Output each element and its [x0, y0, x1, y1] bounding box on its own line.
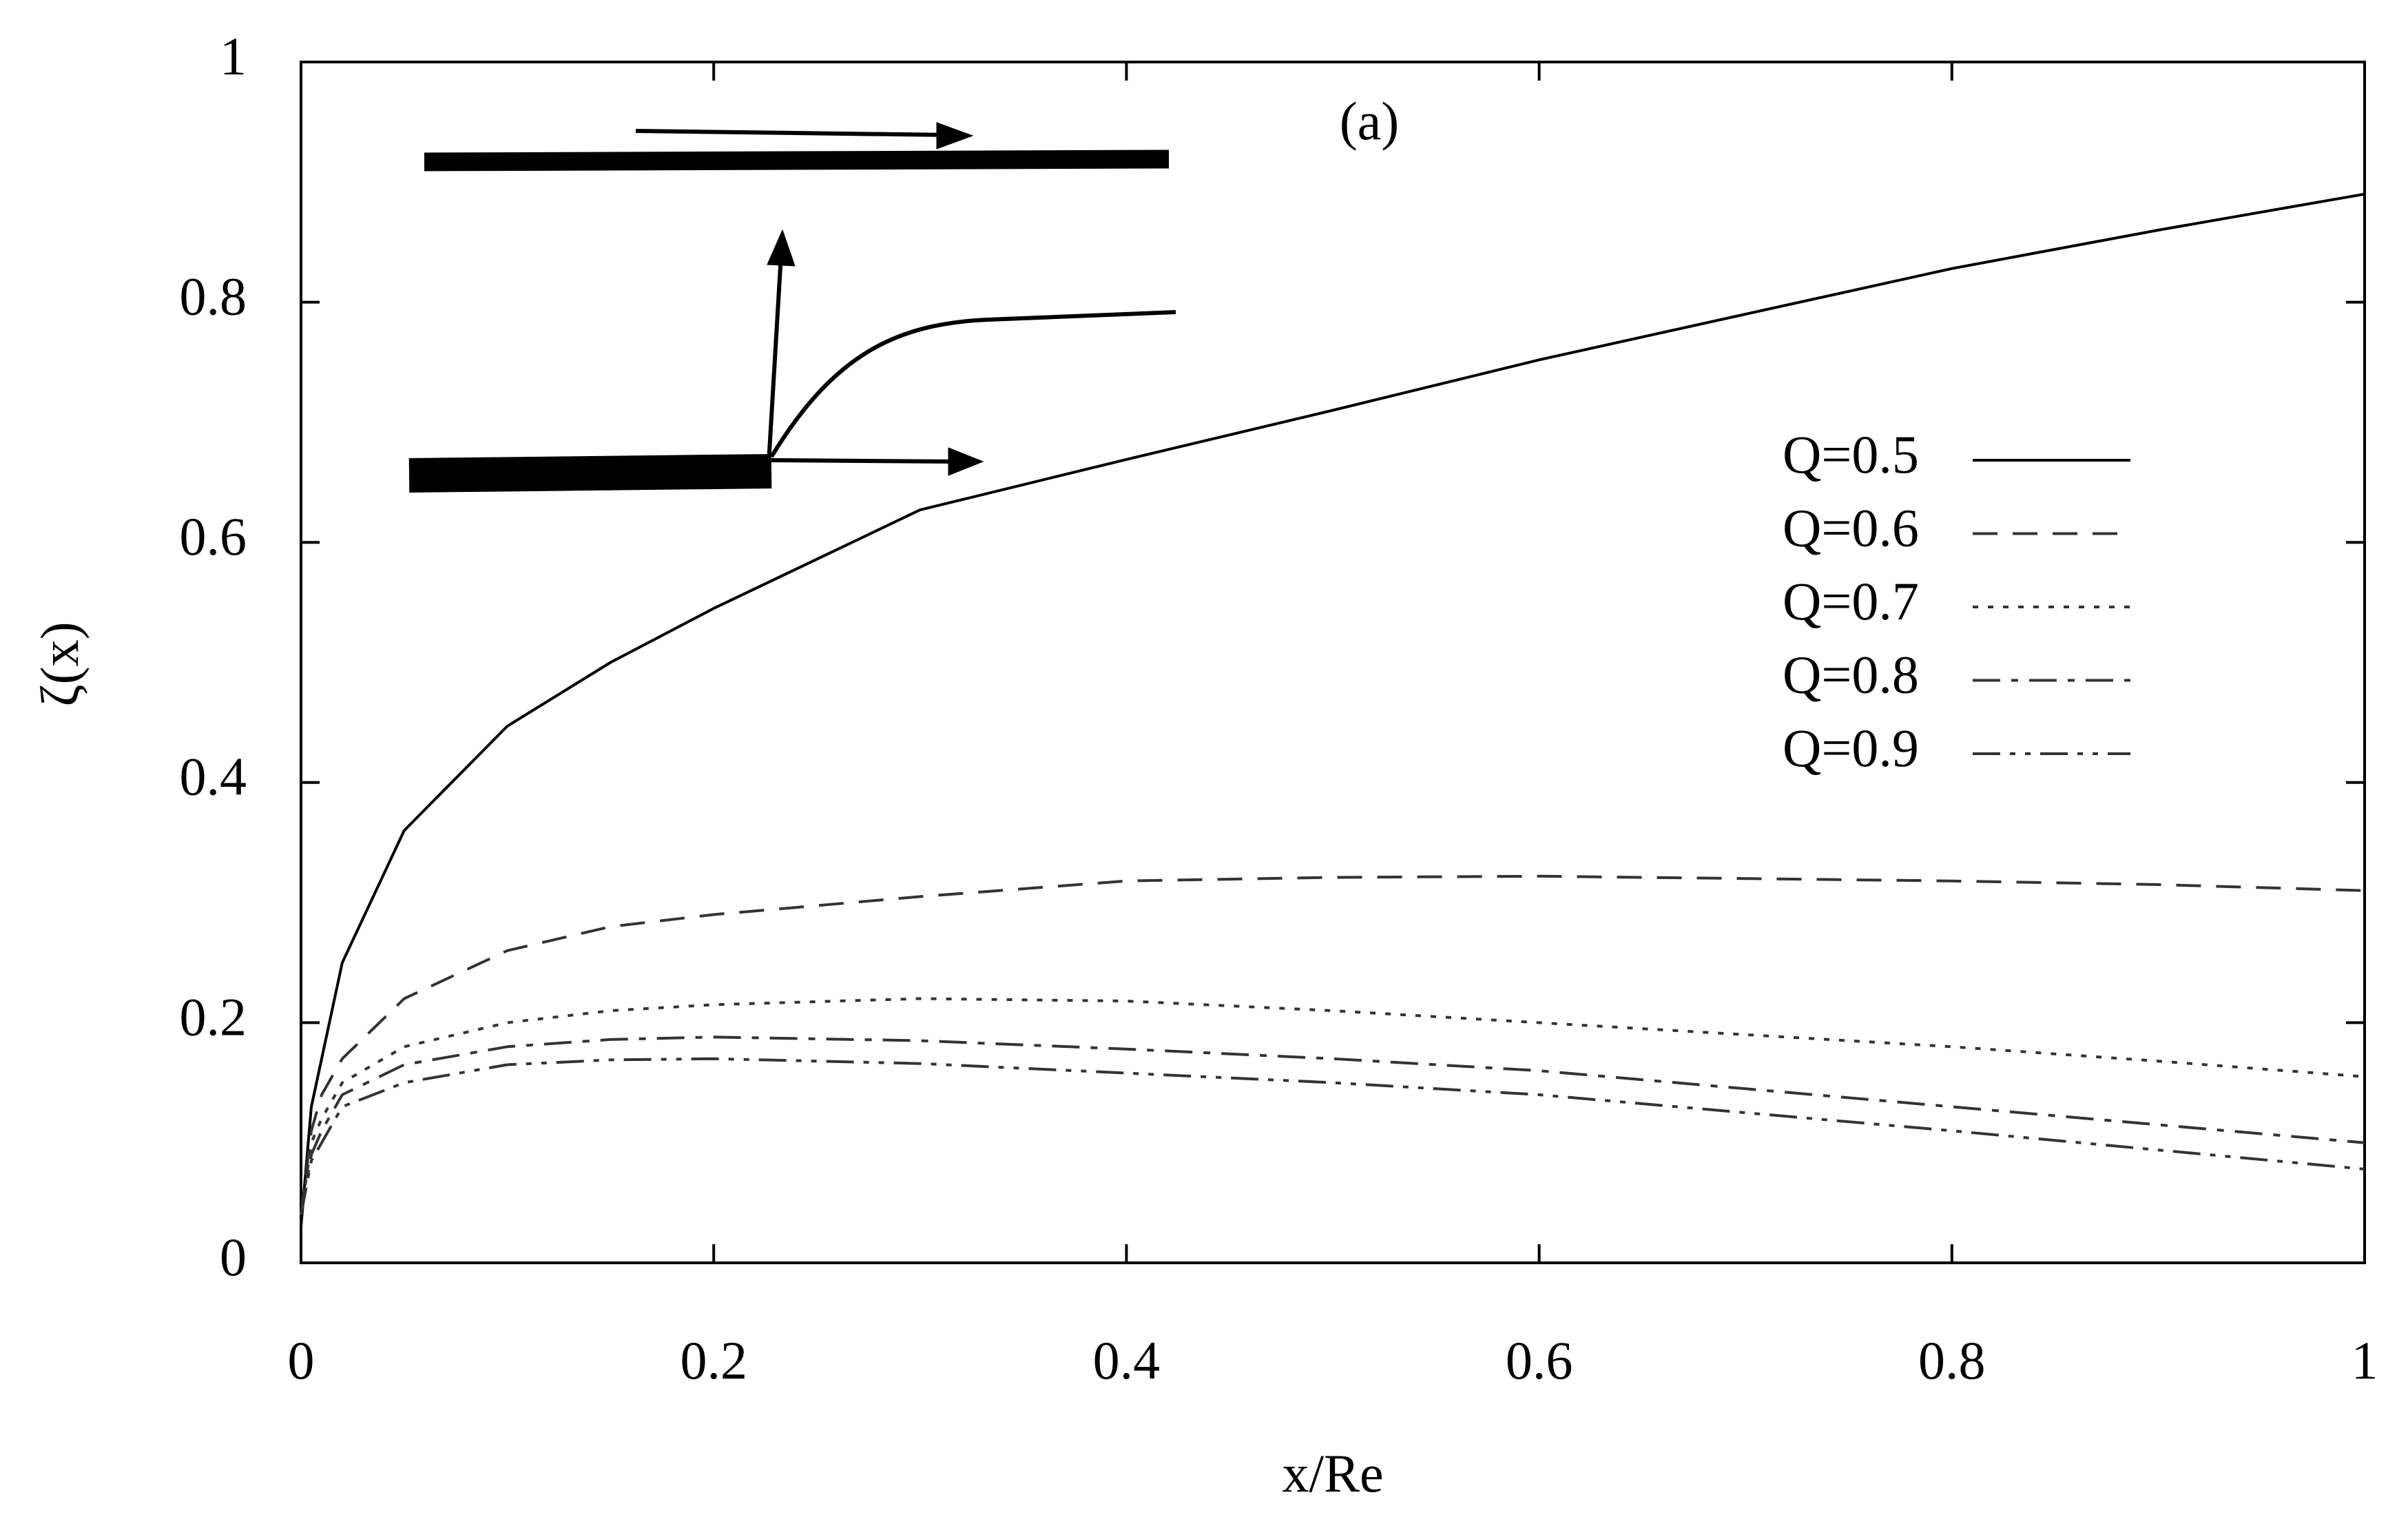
legend-label: Q=0.9 [1783, 718, 1919, 778]
inset-arrowhead [767, 229, 796, 267]
y-axis-label: ζ(x) [30, 621, 90, 706]
series-line [300, 1035, 2365, 1215]
x-tick-label: 1 [2352, 1330, 2378, 1390]
inset-plate-top [424, 150, 1170, 172]
inset-arrow [767, 254, 783, 464]
y-tick-label: 0.2 [180, 987, 247, 1047]
inset-arrowhead [936, 122, 974, 150]
legend-label: Q=0.6 [1783, 497, 1919, 557]
x-axis-label: x/Re [1282, 1443, 1383, 1503]
x-tick-label: 0.8 [1918, 1330, 1986, 1390]
inset-arrow [635, 129, 951, 137]
inset-diagram [408, 122, 1176, 493]
y-tick-label: 0.8 [180, 267, 247, 327]
x-tick-label: 0.4 [1093, 1330, 1161, 1390]
y-tick-label: 0 [220, 1227, 247, 1287]
plot-frame [300, 61, 2366, 1264]
series-line [300, 192, 2365, 1227]
series-line [300, 997, 2365, 1215]
legend-label: Q=0.8 [1783, 644, 1919, 704]
y-tick-label: 0.4 [180, 747, 247, 807]
x-tick-label: 0.6 [1506, 1330, 1573, 1390]
y-tick-label: 1 [220, 26, 247, 86]
x-tick-label: 0 [288, 1330, 315, 1390]
inset-arrowhead [948, 447, 984, 476]
series-line [300, 874, 2365, 1215]
series-line [300, 1057, 2365, 1215]
legend-label: Q=0.5 [1783, 424, 1919, 484]
inset-profile [769, 310, 1176, 458]
legend-label: Q=0.7 [1783, 571, 1919, 631]
inset-arrow [771, 458, 962, 464]
y-tick-label: 0.6 [180, 506, 247, 566]
inset-plate-bottom [408, 454, 772, 493]
x-tick-label: 0.2 [680, 1330, 747, 1390]
annotation: (a) [1340, 91, 1400, 151]
